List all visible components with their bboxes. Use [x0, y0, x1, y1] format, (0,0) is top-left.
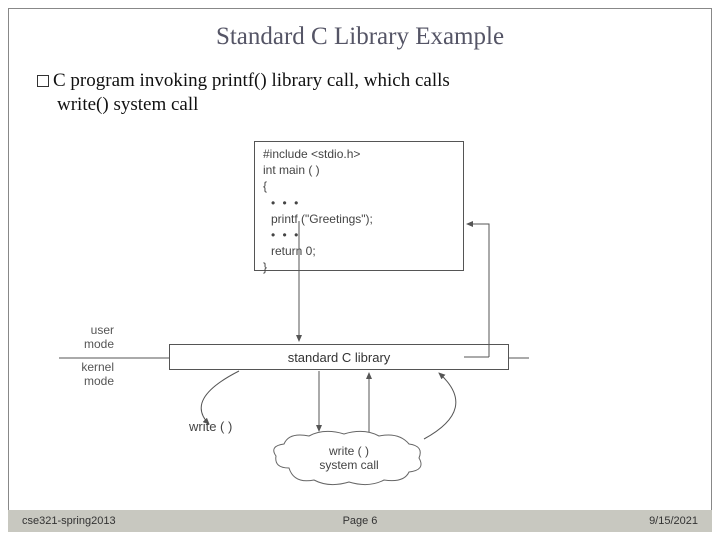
footer-center: Page 6	[343, 515, 378, 527]
cloud-line-2: system call	[319, 458, 378, 472]
slide-frame: Standard C Library Example C program inv…	[8, 8, 712, 532]
bullet-line-1: C program invoking printf() library call…	[53, 70, 450, 91]
write-label: write ( )	[189, 419, 232, 434]
diagram-area: #include <stdio.h> int main ( ) { • • • …	[9, 139, 711, 501]
bullet-item: C program invoking printf() library call…	[9, 57, 711, 121]
bullet-square-icon	[37, 75, 49, 87]
footer-left: cse321-spring2013	[22, 515, 116, 527]
footer-right: 9/15/2021	[649, 515, 698, 527]
slide-title: Standard C Library Example	[9, 9, 711, 57]
syscall-cloud: write ( ) system call	[274, 434, 424, 484]
cloud-line-1: write ( )	[329, 444, 369, 458]
footer-bar: cse321-spring2013 Page 6 9/15/2021	[8, 510, 712, 532]
bullet-line-2: write() system call	[37, 94, 198, 115]
